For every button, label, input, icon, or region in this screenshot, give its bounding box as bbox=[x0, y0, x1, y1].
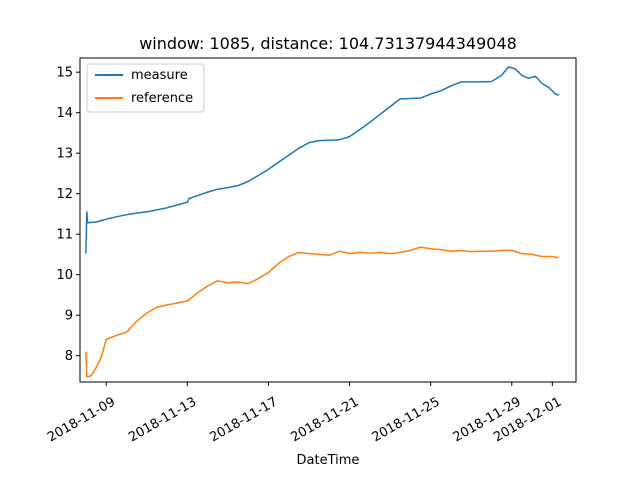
series-line-measure bbox=[85, 66, 560, 254]
x-tick-label: 2018-11-13 bbox=[126, 395, 199, 446]
y-tick-label: 11 bbox=[56, 228, 73, 243]
x-tick-label: 2018-11-17 bbox=[207, 395, 280, 446]
y-tick-label: 9 bbox=[65, 309, 73, 324]
x-axis: 2018-11-09 2018-11-13 2018-11-17 2018-11-21… bbox=[45, 382, 564, 445]
x-tick-label: 2018-11-09 bbox=[45, 395, 118, 446]
y-tick-label: 12 bbox=[56, 187, 73, 202]
y-tick-label: 10 bbox=[56, 268, 73, 283]
x-axis-label: DateTime bbox=[297, 453, 360, 468]
y-axis: 8 9 10 11 12 13 14 15 bbox=[56, 66, 80, 364]
legend-label-measure: measure bbox=[131, 68, 188, 83]
x-tick-label: 2018-11-25 bbox=[370, 395, 443, 446]
plot-lines bbox=[85, 66, 560, 378]
y-tick-label: 13 bbox=[56, 147, 73, 162]
legend: measure reference bbox=[86, 63, 205, 113]
y-tick-label: 15 bbox=[56, 66, 73, 81]
chart-title: window: 1085, distance: 104.731379443490… bbox=[139, 34, 517, 53]
series-line-reference bbox=[85, 246, 560, 378]
y-tick-label: 14 bbox=[56, 106, 73, 121]
y-tick-label: 8 bbox=[65, 349, 73, 364]
legend-label-reference: reference bbox=[131, 91, 193, 106]
plot-frame bbox=[79, 57, 577, 383]
x-tick-label: 2018-11-21 bbox=[288, 395, 361, 446]
